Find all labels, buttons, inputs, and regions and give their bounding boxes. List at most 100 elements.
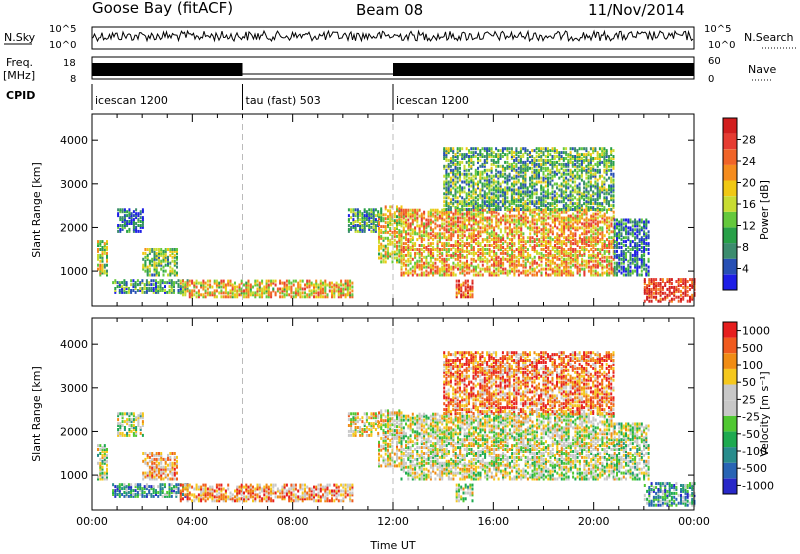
power-colorbar-tick-label-3: 16 [742,198,756,211]
nsky-panel: 10^5 10^0 10^5 10^0 N.Sky N.Search [4,24,796,51]
cpid-segment-label-1: tau (fast) 503 [246,94,321,107]
station-title: Goose Bay (fitACF) [92,0,233,17]
velocity-colorbar-tick-label-0: 1000 [742,325,770,338]
power-echo-region-7 [400,208,615,277]
velocity-xtick-label-5: 20:00 [578,515,610,528]
power-ytick-label-1: 2000 [60,221,88,234]
power-x-ticks [91,114,695,306]
power-colorbar-tick-label-2: 12 [742,220,756,233]
power-echo-region-11 [643,278,696,303]
velocity-echo-region-0 [97,444,108,481]
power-ytick-label-3: 4000 [60,134,88,147]
nave-tick-bottom: 0 [708,74,714,85]
velocity-echo-region-11 [643,482,696,507]
nsky-tick-top: 10^5 [49,24,76,35]
power-ytick-label-0: 1000 [60,265,88,278]
beam-title: Beam 08 [356,1,423,19]
freq-label-line1: Freq. [6,56,33,69]
velocity-colorbar-swatch-7 [723,368,737,385]
power-cells [97,147,696,303]
power-echo-region-4 [179,279,354,299]
nsky-label: N.Sky [4,31,36,44]
nsky-line [91,29,694,43]
nave-trace [92,63,694,76]
velocity-xtick-label-6: 00:00 [678,515,710,528]
nsky-trace [91,29,694,43]
velocity-colorbar-swatch-4 [723,415,737,432]
cpid-segment-label-0: icescan 1200 [95,94,168,107]
power-echo-region-3 [112,279,189,294]
velocity-echo-region-3 [112,483,189,498]
nave-segment-2 [393,63,694,76]
velocity-echo-region-9 [455,483,474,503]
power-ytick-label-2: 3000 [60,178,88,191]
power-colorbar-label: Power [dB] [758,180,771,240]
power-colorbar-swatch-6 [723,180,737,197]
velocity-colorbar-tick-label-7: -100 [742,445,767,458]
velocity-cells [97,351,696,507]
power-colorbar-tick-label-4: 20 [742,177,756,190]
power-colorbar-swatch-10 [723,118,737,134]
velocity-colorbar-swatch-5 [723,400,737,416]
power-colorbar-swatch-9 [723,133,737,150]
nave-segment-0 [92,63,243,76]
velocity-colorbar: 1000 500 100 50 25 -25 -50 -100 -500 -1000 [722,321,774,495]
velocity-colorbar-swatch-8 [723,353,737,369]
power-panel: 1000 2000 3000 4000 Slant Range [km] 4 8 12 16… [30,113,771,307]
velocity-xtick-label-2: 08:00 [277,515,309,528]
velocity-ytick-label-3: 4000 [60,338,88,351]
velocity-echo-region-8 [443,351,615,415]
velocity-colorbar-tick-label-2: 100 [742,359,763,372]
date-title: 11/Nov/2014 [588,1,685,19]
freq-panel: 18 8 60 0 Freq. [MHz] Nave [3,56,776,85]
velocity-ylabel: Slant Range [km] [30,366,43,462]
nsky-tick-bottom: 10^0 [49,40,76,51]
nsearch-label: N.Search [744,31,794,44]
power-echo-region-0 [97,240,108,277]
power-colorbar-tick-label-0: 4 [742,263,749,276]
power-echo-region-8 [443,147,615,211]
velocity-echo-region-10 [613,422,650,481]
power-time-markers [242,114,394,306]
velocity-ytick-label-1: 2000 [60,425,88,438]
nave-label: Nave [748,63,776,76]
power-colorbar-swatch-4 [723,211,737,228]
power-colorbar-swatch-3 [723,227,737,244]
velocity-ytick-label-0: 1000 [60,469,88,482]
velocity-echo-region-7 [400,412,615,481]
power-colorbar-tick-label-6: 28 [742,134,756,147]
velocity-echo-region-5 [347,412,380,437]
power-echo-region-2 [142,248,178,277]
power-echo-region-5 [347,208,380,233]
cpid-segment-label-2: icescan 1200 [396,94,469,107]
velocity-colorbar-tick-label-9: -1000 [742,479,774,492]
power-colorbar-tick-label-5: 24 [742,155,756,168]
power-y-ticks: 1000 2000 3000 4000 [60,134,694,278]
velocity-xtick-label-4: 16:00 [477,515,509,528]
power-colorbar-tick-label-1: 8 [742,241,749,254]
velocity-colorbar-tick-label-1: 500 [742,342,763,355]
nsky-frame [91,26,695,50]
velocity-colorbar-swatch-6 [723,384,737,401]
velocity-colorbar-swatch-10 [723,322,737,338]
power-echo-region-6 [378,205,403,264]
nsearch-tick-bottom: 10^0 [708,40,735,51]
cpid-segments: icescan 1200 tau (fast) 503 icescan 1200 [91,84,469,110]
power-colorbar-swatch-8 [723,149,737,165]
power-echo-region-9 [455,279,474,299]
velocity-echo-region-2 [142,452,178,481]
velocity-echo-region-6 [378,409,403,468]
power-ylabel: Slant Range [km] [30,162,43,258]
velocity-colorbar-tick-label-4: 25 [742,393,756,406]
power-colorbar-swatch-1 [723,258,737,275]
velocity-time-markers [242,318,394,510]
nave-tick-top: 60 [708,56,721,67]
power-colorbar-swatch-7 [723,164,737,181]
freq-tick-top: 18 [63,58,76,69]
velocity-echo-region-1 [117,412,144,437]
velocity-colorbar-swatch-3 [723,431,737,448]
velocity-xtick-label-3: 12:00 [377,515,409,528]
velocity-y-ticks: 1000 2000 3000 4000 [60,338,694,482]
power-echo-region-1 [117,208,144,233]
